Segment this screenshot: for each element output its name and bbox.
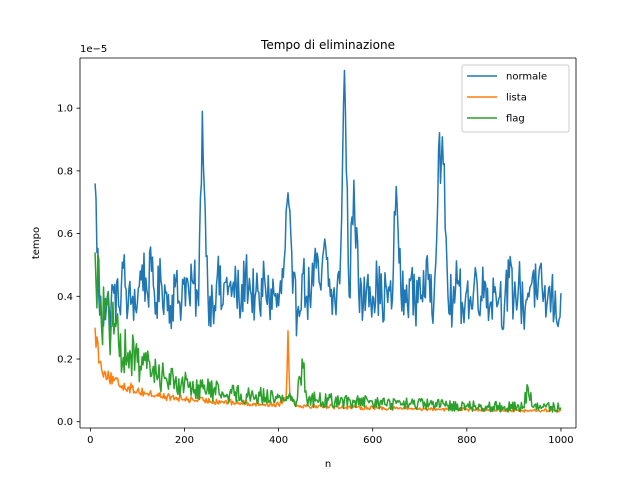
y-offset-text: 1e−5	[80, 44, 107, 55]
x-tick-label: 0	[87, 435, 93, 446]
series-line-flag	[94, 252, 562, 413]
legend-box	[461, 64, 570, 133]
x-tick-label: 600	[363, 435, 382, 446]
chart-title: Tempo di eliminazione	[260, 38, 395, 52]
x-ticks: 0 200 400 600 800 1000	[87, 428, 574, 446]
series-layer	[94, 69, 562, 413]
y-tick-label: 0.8	[57, 166, 73, 177]
y-tick-label: 0.6	[57, 229, 73, 240]
legend-items: normale lista flag	[467, 72, 547, 125]
x-axis-label: n	[325, 459, 331, 470]
y-tick-label: 0.2	[57, 355, 73, 366]
legend-label-lista: lista	[506, 93, 527, 104]
y-axis-label: tempo	[31, 227, 42, 259]
legend: normale lista flag	[461, 64, 570, 133]
x-tick-label: 200	[175, 435, 194, 446]
y-ticks: 0.0 0.2 0.4 0.6 0.8 1.0	[57, 104, 80, 428]
legend-label-normale: normale	[506, 72, 547, 83]
x-tick-label: 1000	[548, 435, 573, 446]
x-tick-label: 400	[269, 435, 288, 446]
x-tick-label: 800	[457, 435, 476, 446]
y-tick-label: 1.0	[57, 104, 73, 115]
y-tick-label: 0.4	[57, 292, 73, 303]
series-line-normale	[94, 69, 562, 337]
legend-label-flag: flag	[506, 114, 525, 125]
y-tick-label: 0.0	[57, 417, 73, 428]
axes-layer	[79, 57, 577, 429]
